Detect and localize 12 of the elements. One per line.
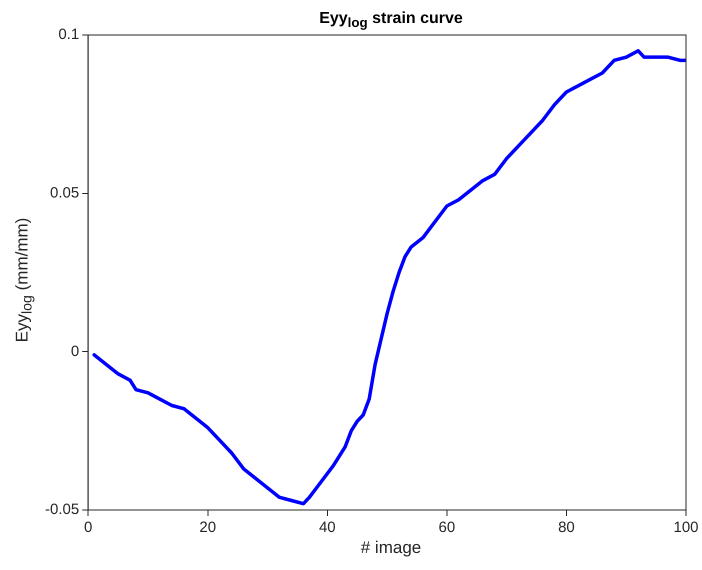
x-tick-label: 0	[84, 519, 92, 536]
x-tick-label: 100	[673, 519, 699, 536]
y-tick-label: -0.05	[44, 501, 80, 518]
chart-title: Eyy$_{log}$ strain curve	[318, 10, 464, 30]
y-tick-label: 0.05	[50, 184, 80, 202]
x-tick-label: 60	[438, 519, 456, 536]
x-tick-label: 20	[199, 519, 216, 536]
y-tick-label: 0	[70, 342, 80, 360]
x-axis-title: # image	[360, 538, 422, 558]
y-tick-label: 0.1	[58, 26, 80, 44]
x-tick-label: 40	[318, 519, 336, 536]
x-tick-label: 80	[558, 519, 575, 536]
